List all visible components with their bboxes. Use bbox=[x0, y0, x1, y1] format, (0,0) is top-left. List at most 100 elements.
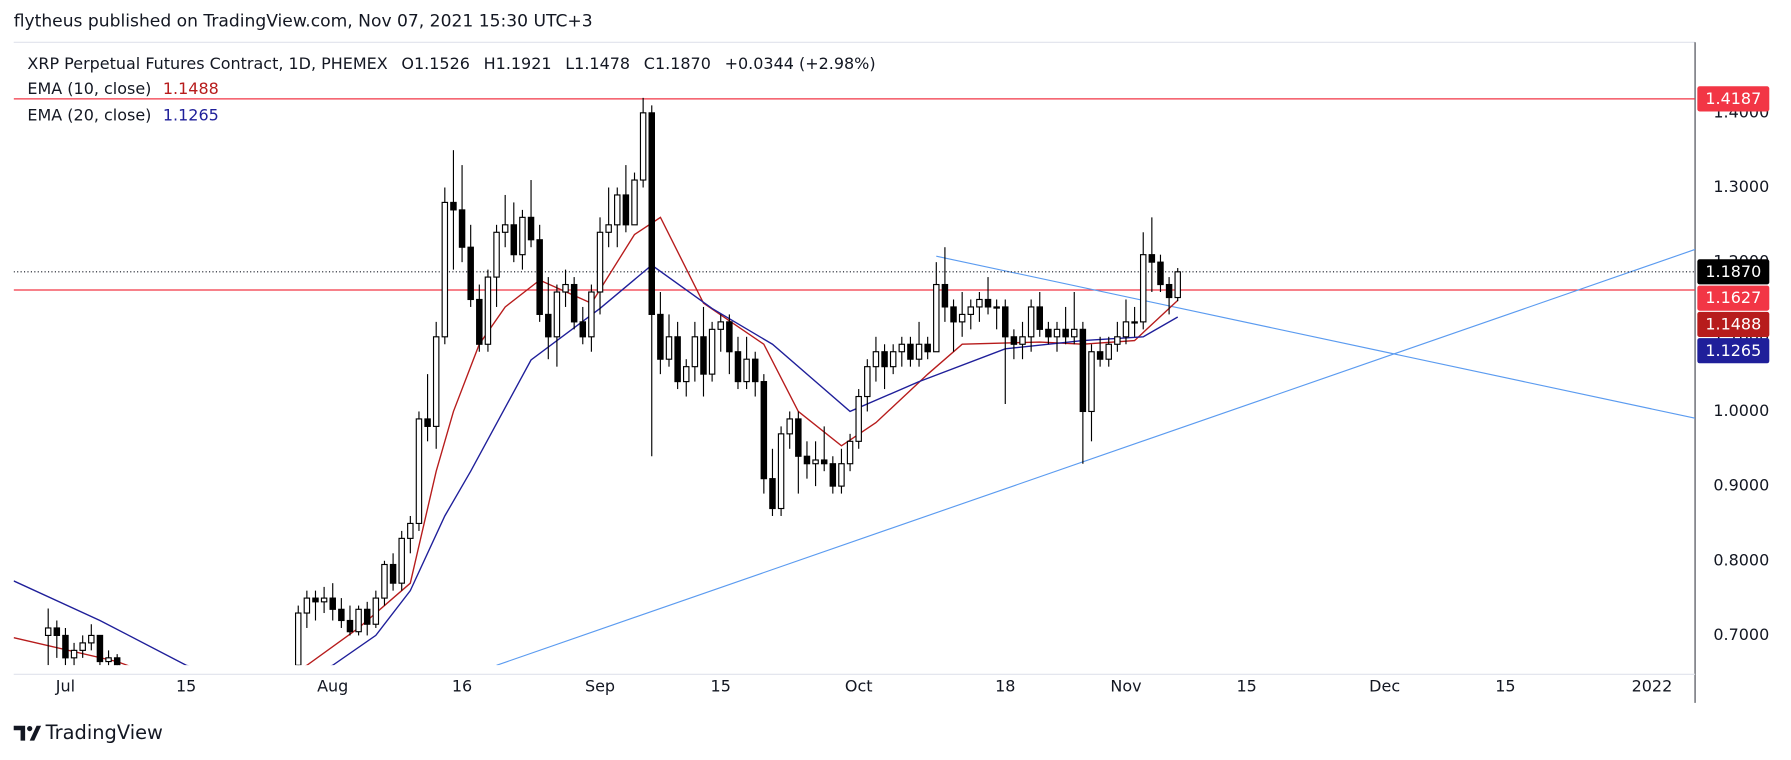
candle-body bbox=[1174, 271, 1181, 299]
x-tick-label: Oct bbox=[845, 676, 873, 695]
candle-body bbox=[493, 231, 500, 278]
candle-body bbox=[1105, 343, 1112, 360]
candle-body bbox=[562, 283, 569, 293]
candle-body bbox=[838, 463, 845, 487]
x-tick-label: 16 bbox=[452, 676, 472, 695]
x-tick-label: Aug bbox=[317, 676, 348, 695]
candle-body bbox=[355, 608, 362, 633]
candle-body bbox=[639, 112, 647, 181]
candle-body bbox=[467, 246, 474, 301]
candle-body bbox=[70, 649, 78, 659]
legend-title: XRP Perpetual Futures Contract, 1D, PHEM… bbox=[27, 53, 875, 72]
candle-body bbox=[1036, 306, 1044, 330]
candle-body bbox=[700, 336, 707, 375]
candle-body bbox=[657, 313, 664, 360]
price-badge bbox=[1697, 311, 1770, 337]
ohlc-value: L1.1478 bbox=[565, 53, 630, 72]
price-badge bbox=[1697, 86, 1770, 112]
candle-body bbox=[62, 634, 69, 659]
trend-line bbox=[496, 248, 1696, 666]
price-badge bbox=[1697, 285, 1770, 311]
candle-body bbox=[967, 306, 975, 315]
candle-body bbox=[614, 194, 621, 226]
candle-body bbox=[726, 321, 733, 353]
candle-body bbox=[1131, 321, 1138, 324]
candle-body bbox=[708, 328, 716, 375]
candle-body bbox=[605, 224, 612, 233]
candle-body bbox=[795, 418, 802, 457]
price-badge-label: 1.1488 bbox=[1705, 314, 1761, 333]
candle-body bbox=[545, 313, 552, 338]
candle-body bbox=[898, 343, 906, 353]
candle-body bbox=[1165, 283, 1173, 299]
price-badge bbox=[1697, 338, 1770, 364]
candle-body bbox=[458, 209, 466, 248]
candle-body bbox=[872, 351, 880, 368]
y-tick-label: 0.9000 bbox=[1713, 476, 1769, 495]
ohlc-value: +0.0344 (+2.98%) bbox=[725, 53, 876, 72]
candle-body bbox=[579, 321, 587, 338]
candle-body bbox=[993, 306, 1000, 309]
y-tick-label: 0.8000 bbox=[1713, 550, 1769, 569]
trend-line bbox=[936, 255, 1696, 419]
candle-body bbox=[510, 224, 518, 256]
candle-body bbox=[864, 366, 871, 398]
candle-body bbox=[312, 597, 319, 603]
candle-body bbox=[958, 313, 966, 323]
ema-line bbox=[13, 264, 1179, 666]
candle-body bbox=[1002, 306, 1009, 338]
brand-name: TradingView bbox=[45, 721, 163, 744]
candle-body bbox=[1062, 328, 1069, 338]
y-tick-label: 1.0000 bbox=[1713, 401, 1769, 420]
candle-body bbox=[984, 298, 992, 308]
candle-body bbox=[1157, 261, 1164, 286]
ema-value: 1.1488 bbox=[163, 79, 219, 98]
candle-body bbox=[415, 418, 423, 525]
candle-body bbox=[1027, 306, 1035, 338]
price-badge-label: 1.1870 bbox=[1705, 262, 1761, 281]
candle-body bbox=[1088, 351, 1095, 413]
candle-body bbox=[1010, 336, 1018, 345]
candle-body bbox=[950, 306, 957, 323]
price-badge-label: 1.4187 bbox=[1705, 89, 1761, 108]
candle-body bbox=[570, 283, 578, 323]
candle-body bbox=[683, 366, 690, 383]
axes: 0.70000.80000.90001.00001.10001.20001.30… bbox=[55, 86, 1770, 695]
ohlc-value: O1.1526 bbox=[401, 53, 469, 72]
candle-body bbox=[527, 216, 535, 241]
candle-body bbox=[820, 459, 828, 465]
x-tick-label: 2022 bbox=[1632, 676, 1673, 695]
candle-body bbox=[1053, 328, 1061, 338]
candle-body bbox=[846, 440, 854, 465]
price-badge bbox=[1697, 259, 1770, 285]
ema-value: 1.1265 bbox=[163, 105, 219, 124]
candle-body bbox=[924, 343, 931, 353]
candle-body bbox=[96, 634, 104, 663]
candle-body bbox=[1148, 254, 1156, 263]
symbol-title: XRP Perpetual Futures Contract, 1D, PHEM… bbox=[27, 53, 387, 72]
candle-body bbox=[476, 298, 483, 345]
candle-body bbox=[648, 112, 656, 315]
x-tick-label: Nov bbox=[1110, 676, 1141, 695]
x-tick-label: 18 bbox=[995, 676, 1015, 695]
x-tick-label: 15 bbox=[711, 676, 731, 695]
candle-body bbox=[88, 634, 95, 644]
candle-body bbox=[398, 537, 405, 584]
candle-body bbox=[1096, 351, 1104, 360]
x-tick-label: Jul bbox=[55, 676, 75, 695]
candle-body bbox=[294, 612, 302, 666]
candle-body bbox=[79, 642, 86, 651]
x-tick-label: Sep bbox=[585, 676, 615, 695]
ohlc-values: O1.1526 H1.1921 L1.1478 C1.1870 +0.0344 (+2.… bbox=[401, 53, 875, 72]
ema10-legend: EMA (10, close) 1.1488 bbox=[27, 79, 218, 98]
candle-body bbox=[381, 563, 388, 599]
candle-body bbox=[519, 216, 526, 256]
candle-body bbox=[1079, 328, 1087, 413]
candle-body bbox=[338, 608, 345, 622]
candle-body bbox=[717, 321, 724, 330]
candle-body bbox=[1045, 328, 1052, 338]
candle-body bbox=[691, 336, 699, 368]
candle-body bbox=[1071, 328, 1078, 338]
